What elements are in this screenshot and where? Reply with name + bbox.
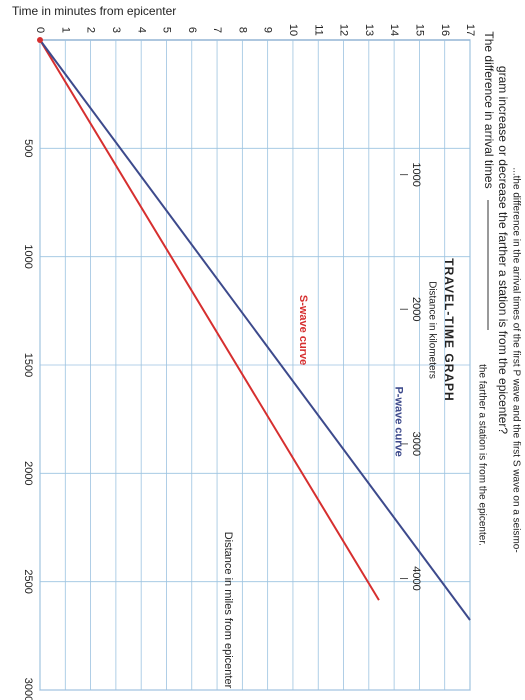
series-line xyxy=(39,39,380,601)
time-tick-label: 17 xyxy=(464,24,476,36)
time-tick-label: 7 xyxy=(211,27,223,33)
curve-label: S-wave curve xyxy=(297,295,309,365)
y-axis-title: Time in minutes from epicenter xyxy=(12,4,176,18)
km-tick-label: 2000 xyxy=(410,297,422,321)
time-tick-label: 2 xyxy=(85,27,97,33)
time-tick-label: 16 xyxy=(439,24,451,36)
question-text: gram increase or decrease the farther a … xyxy=(496,66,510,435)
mile-tick-label: 2500 xyxy=(22,569,34,593)
time-tick-label: 5 xyxy=(161,27,173,33)
time-tick-label: 13 xyxy=(363,24,375,36)
time-tick-label: 15 xyxy=(414,24,426,36)
mile-tick-label: 500 xyxy=(22,139,34,157)
time-tick-label: 8 xyxy=(236,27,248,33)
origin-dot xyxy=(37,37,43,43)
question-text: the farther a station is from the epicen… xyxy=(476,364,487,546)
time-tick-label: 3 xyxy=(110,27,122,33)
km-tick-label: 1000 xyxy=(410,162,422,186)
time-tick-label: 12 xyxy=(338,24,350,36)
question-text: ...the difference in the arrival times o… xyxy=(510,167,521,552)
mile-tick-label: 3000 xyxy=(22,678,34,700)
time-tick-label: 11 xyxy=(312,24,324,35)
time-tick-label: 9 xyxy=(262,27,274,33)
chart-title: TRAVEL-TIME GRAPH xyxy=(442,258,456,401)
question-text: The difference in arrival times xyxy=(482,31,496,188)
mile-tick-label: 1500 xyxy=(22,353,34,377)
mile-tick-label: 2000 xyxy=(22,461,34,485)
x2-axis-title: Distance in kilometers xyxy=(426,281,437,379)
time-tick-label: 1 xyxy=(59,27,71,33)
time-tick-label: 0 xyxy=(34,27,46,33)
x-axis-title: Distance in miles from epicenter xyxy=(222,532,234,689)
km-tick-label: 4000 xyxy=(410,566,422,590)
curve-label: P-wave curve xyxy=(392,386,404,456)
time-tick-label: 14 xyxy=(388,24,400,36)
time-tick-label: 4 xyxy=(135,27,147,33)
time-tick-label: 6 xyxy=(186,27,198,33)
time-tick-label: 10 xyxy=(287,24,299,36)
km-tick-label: 3000 xyxy=(410,432,422,456)
series-line xyxy=(39,39,471,621)
mile-tick-label: 1000 xyxy=(22,244,34,268)
